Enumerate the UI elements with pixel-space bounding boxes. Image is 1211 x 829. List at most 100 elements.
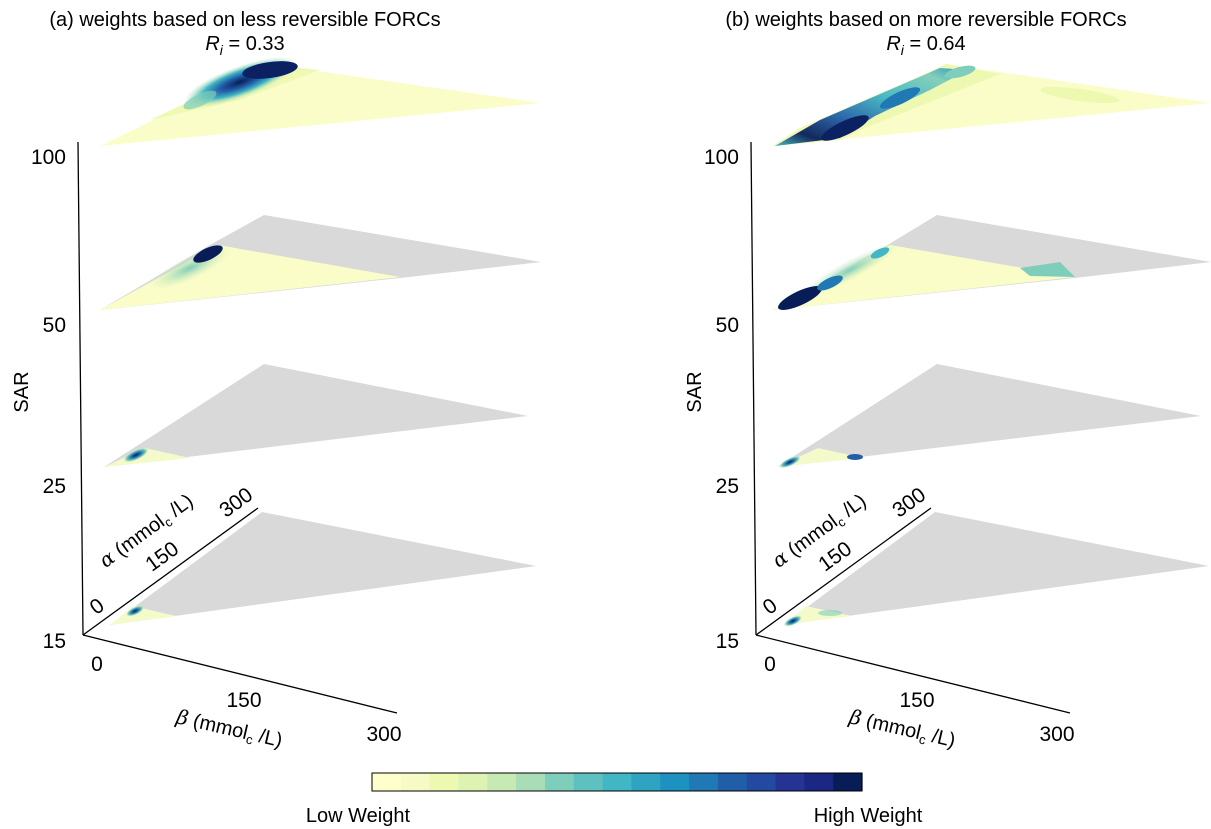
contour-band	[1020, 262, 1075, 277]
weight-hotspot	[778, 455, 802, 469]
beta-symbol: β	[173, 704, 191, 730]
z-tick-label: 15	[716, 630, 739, 653]
colorbar-cell	[516, 773, 546, 791]
z-axis-line	[750, 141, 757, 636]
colorbar-cell	[660, 773, 690, 791]
panel-a-title: (a) weights based on less reversible FOR…	[49, 9, 440, 31]
colorbar-cells	[372, 773, 863, 791]
weight-peak	[821, 115, 869, 141]
panel-a-layer-sar50	[100, 215, 541, 310]
layer-data-region	[773, 245, 1075, 310]
panel-b: (b) weights based on more reversible FOR…	[684, 9, 1211, 752]
colorbar-cell	[631, 773, 661, 791]
colorbar-cell	[833, 773, 863, 791]
z-axis-label: SAR	[684, 371, 706, 412]
colorbar-frame	[371, 772, 863, 792]
beta-tick-label: 0	[764, 653, 776, 676]
panel-b-subtitle-rest: = 0.64	[904, 33, 966, 55]
z-tick-label: 15	[43, 630, 66, 653]
weight-hotspot	[847, 454, 863, 460]
colorbar-cell	[458, 773, 488, 791]
contour-band	[879, 87, 921, 109]
panel-b-subtitle-var: R	[886, 33, 900, 55]
colorbar-cell	[804, 773, 834, 791]
panel-b-subtitle-sub: i	[901, 42, 905, 58]
panel-b-title: (b) weights based on more reversible FOR…	[725, 9, 1126, 31]
panel-a-subtitle: Ri = 0.33	[205, 33, 284, 58]
colorbar-cell	[429, 773, 460, 791]
panel-a-subtitle-rest: = 0.33	[223, 33, 285, 55]
panel-a-subtitle-var: R	[205, 33, 219, 55]
weight-hotspot	[783, 615, 803, 627]
layer-data-region	[100, 245, 400, 310]
panel-b-layer-sar15	[783, 512, 1209, 627]
layer-plane-gray	[783, 512, 1209, 625]
weight-peak	[242, 61, 298, 79]
beta-tick-label: 0	[91, 653, 103, 676]
colorbar-cell	[544, 773, 575, 791]
colorbar-high-label: High Weight	[814, 805, 923, 827]
z-axis-line	[77, 141, 84, 636]
weight-peak	[778, 286, 822, 310]
layer-data-region	[110, 606, 176, 625]
beta-tick-label: 150	[899, 689, 934, 712]
beta-unit-post: /L)	[924, 724, 957, 752]
alpha-tick-label: 0	[86, 594, 109, 619]
colorbar-low-label: Low Weight	[306, 805, 411, 827]
alpha-tick-label: 300	[888, 483, 930, 522]
z-tick-label: 25	[716, 475, 739, 498]
z-tick-label: 25	[43, 475, 66, 498]
z-tick-label: 50	[716, 314, 739, 337]
panel-b-subtitle: Ri = 0.64	[886, 33, 965, 58]
panel-b-layer-sar100	[773, 64, 1211, 146]
beta-unit-post: /L)	[251, 724, 284, 752]
beta-symbol: β	[846, 704, 864, 730]
beta-unit-pre: (mmol	[185, 709, 249, 744]
colorbar-cell	[400, 773, 431, 791]
contour-band	[944, 65, 976, 79]
panel-a-layer-sar25	[104, 364, 528, 467]
z-tick-label: 50	[43, 314, 66, 337]
colorbar-cell	[573, 773, 604, 791]
colorbar-cell	[717, 773, 748, 791]
beta-tick-label: 300	[1039, 723, 1074, 746]
layer-plane	[773, 64, 1211, 146]
z-tick-label: 100	[31, 146, 66, 169]
layer-plane-gray	[104, 364, 528, 467]
contour-band	[818, 610, 842, 616]
beta-axis-line	[82, 634, 398, 714]
colorbar: Low Weight High Weight	[306, 772, 923, 827]
colorbar-cell	[689, 773, 719, 791]
panel-a-subtitle-sub: i	[220, 42, 224, 58]
contour-band	[183, 90, 217, 110]
z-tick-label: 100	[704, 146, 739, 169]
panel-b-layer-sar50	[773, 215, 1211, 310]
layer-data-region	[777, 448, 864, 467]
contour-band	[817, 275, 843, 291]
panel-a-layer-sar15	[110, 512, 536, 625]
beta-tick-label: 150	[226, 689, 261, 712]
layer-plane-gray	[110, 512, 536, 625]
alpha-tick-label: 0	[759, 594, 782, 619]
weight-hotspot	[125, 605, 145, 617]
colorbar-cell	[746, 773, 777, 791]
beta-unit-sub: c	[245, 731, 255, 747]
beta-unit-pre: (mmol	[858, 709, 922, 744]
contour-band	[870, 247, 890, 259]
beta-axis-line	[755, 634, 1071, 714]
contour-band	[1040, 86, 1120, 104]
beta-unit-sub: c	[918, 731, 928, 747]
alpha-tick-label: 300	[215, 483, 257, 522]
panel-b-layer-sar25	[777, 364, 1201, 469]
colorbar-cell	[487, 773, 517, 791]
alpha-axis-line	[82, 507, 259, 636]
colorbar-cell	[602, 773, 633, 791]
weight-peak	[193, 245, 223, 263]
panel-a-layer-sar100	[100, 56, 541, 146]
panel-a: (a) weights based on less reversible FOR…	[11, 9, 541, 752]
beta-tick-label: 300	[366, 723, 401, 746]
colorbar-cell	[372, 773, 402, 791]
alpha-axis-line	[755, 507, 932, 636]
colorbar-cell	[775, 773, 805, 791]
